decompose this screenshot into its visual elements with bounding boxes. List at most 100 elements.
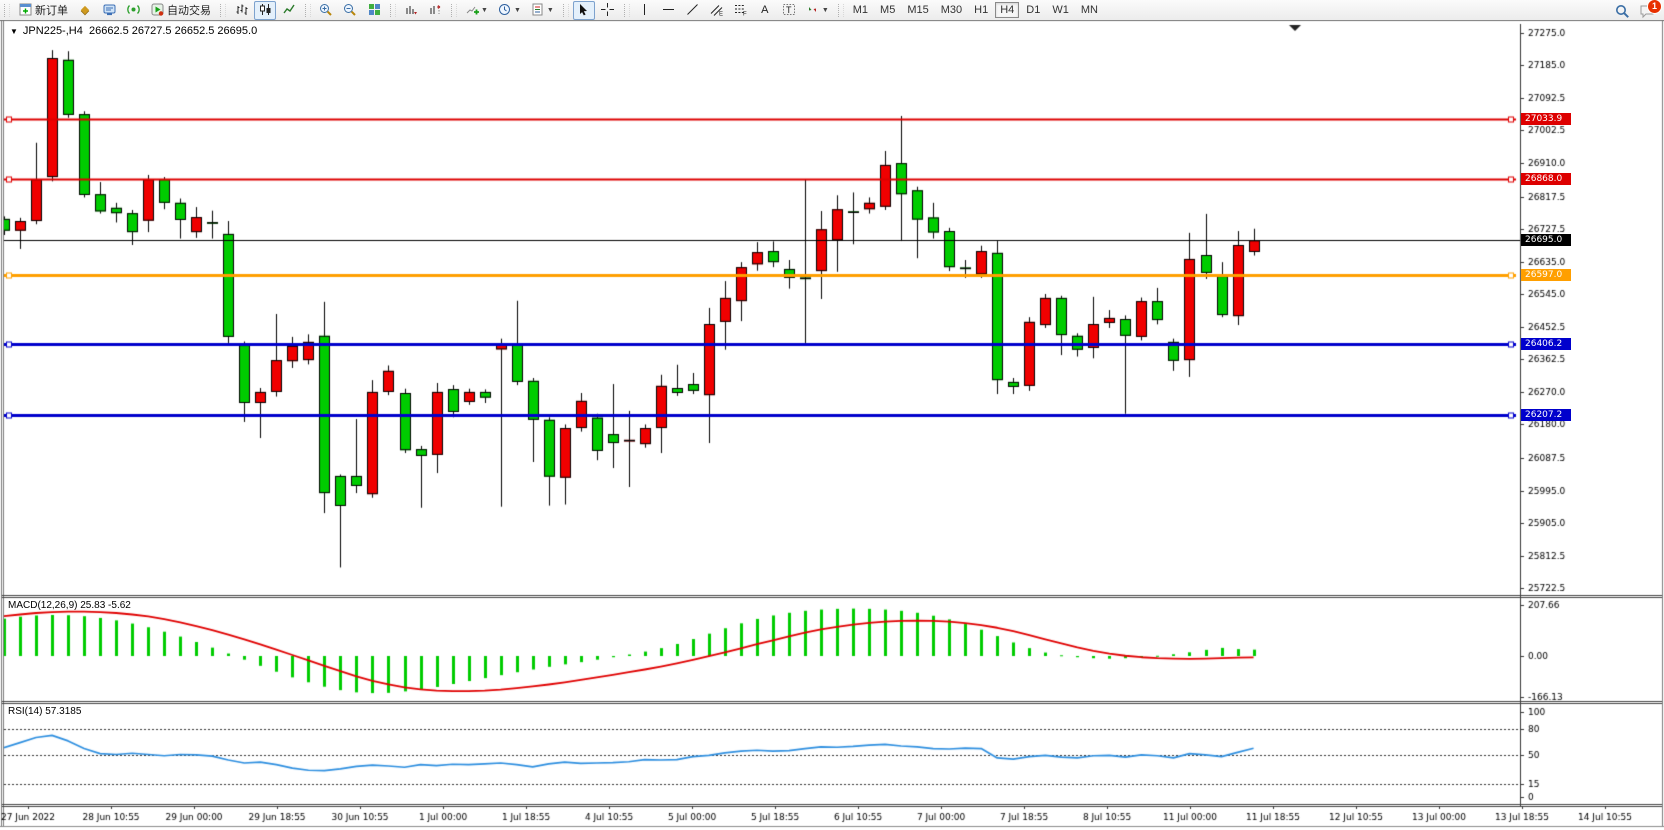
- text-label-button[interactable]: T: [778, 1, 800, 20]
- toolbar-grip[interactable]: [451, 3, 457, 17]
- price-level-tag: 26597.0: [1521, 269, 1571, 282]
- chart-shift-icon: [428, 3, 442, 17]
- price-level-tag: 26868.0: [1521, 172, 1571, 185]
- price-level-tag: 26695.0: [1521, 234, 1571, 247]
- chart-symbol-period: JPN225-,H4: [22, 25, 83, 37]
- timeframe-button-M1[interactable]: M1: [852, 4, 869, 16]
- periods-caret-icon: ▼: [513, 6, 521, 14]
- vertical-line-button[interactable]: [634, 1, 656, 20]
- fibonacci-button[interactable]: F: [730, 1, 752, 20]
- trendline-button[interactable]: [682, 1, 704, 20]
- zoom-out-button[interactable]: [339, 1, 361, 20]
- macd-indicator-label: MACD(12,26,9) 25.83 -5.62: [8, 600, 131, 611]
- svg-text:T: T: [786, 5, 792, 15]
- chart-window: ▼ JPN225-,H4 26662.5 26727.5 26652.5 2669…: [0, 20, 1664, 830]
- hosting-icon: [102, 3, 116, 17]
- timeframe-button-M5[interactable]: M5: [880, 4, 896, 16]
- autotrading-label: 自动交易: [167, 5, 211, 17]
- templates-button[interactable]: ▼: [527, 1, 558, 20]
- cursor-button[interactable]: [572, 0, 595, 20]
- chart-title: ▼ JPN225-,H4 26662.5 26727.5 26652.5 2669…: [10, 25, 257, 37]
- toolbar-grip[interactable]: [837, 3, 844, 17]
- vertical-line-icon: [638, 3, 652, 17]
- arrows-button[interactable]: ▼: [802, 1, 833, 20]
- cursor-icon: [577, 3, 591, 17]
- signals-icon: [126, 3, 140, 17]
- auto-scroll-button[interactable]: [400, 1, 422, 20]
- toolbar-grip[interactable]: [562, 3, 569, 17]
- new-order-icon: [18, 3, 32, 17]
- price-level-tag: 26406.2: [1521, 337, 1571, 350]
- equidistant-channel-button[interactable]: E: [706, 1, 728, 20]
- crosshair-button[interactable]: [597, 1, 619, 20]
- arrows-caret-icon: ▼: [821, 6, 829, 14]
- chart-canvas[interactable]: [0, 20, 1664, 830]
- crosshair-icon: [601, 3, 615, 17]
- chart-shift-button[interactable]: [424, 1, 446, 20]
- virtual-hosting-button[interactable]: [98, 1, 120, 20]
- indicators-button[interactable]: ▼: [461, 1, 492, 20]
- new-order-label: 新订单: [35, 5, 68, 17]
- toolbar-grip[interactable]: [220, 3, 226, 17]
- autotrading-icon: [150, 3, 164, 17]
- auto-scroll-icon: [404, 3, 418, 17]
- market-button[interactable]: ◆: [74, 1, 96, 20]
- chart-ohlc-values: 26662.5 26727.5 26652.5 26695.0: [88, 25, 258, 37]
- timeframe-button-M15[interactable]: M15: [907, 4, 929, 16]
- toolbar-grip[interactable]: [623, 3, 630, 17]
- toolbar: 新订单 ◆ 自动交易: [0, 0, 1664, 21]
- text-button[interactable]: A: [754, 1, 776, 20]
- notification-badge: 1: [1647, 0, 1662, 14]
- indicators-icon: [465, 3, 479, 17]
- arrows-icon: [806, 3, 820, 17]
- toolbar-grip[interactable]: [305, 3, 311, 17]
- zoom-in-icon: [319, 3, 333, 17]
- line-chart-icon: [282, 3, 296, 17]
- svg-text:E: E: [719, 12, 723, 17]
- bar-chart-icon: [234, 3, 248, 17]
- templates-caret-icon: ▼: [546, 6, 554, 14]
- toolbar-grip[interactable]: [4, 3, 10, 17]
- one-click-trading-toggle-icon[interactable]: ▼: [10, 27, 18, 36]
- timeframe-button-H4[interactable]: H4: [995, 2, 1020, 18]
- toolbar-right-icons: 1: [1610, 0, 1662, 20]
- horizontal-line-button[interactable]: [658, 1, 680, 20]
- timeframe-button-W1[interactable]: W1: [1052, 4, 1069, 16]
- rsi-indicator-label: RSI(14) 57.3185: [8, 706, 82, 717]
- zoom-in-button[interactable]: [315, 1, 337, 20]
- channel-icon: E: [710, 3, 724, 18]
- search-button[interactable]: [1611, 1, 1633, 20]
- new-order-button[interactable]: 新订单: [14, 1, 72, 20]
- notifications-button[interactable]: 1: [1635, 0, 1662, 20]
- svg-text:F: F: [743, 12, 747, 17]
- signals-button[interactable]: [122, 1, 144, 20]
- timeframe-button-M30[interactable]: M30: [940, 4, 963, 16]
- fibonacci-icon: F: [734, 3, 748, 18]
- tile-windows-icon: [367, 3, 381, 17]
- autotrading-button[interactable]: 自动交易: [146, 1, 215, 20]
- bar-chart-button[interactable]: [230, 1, 252, 20]
- candlestick-chart-icon: [258, 3, 272, 17]
- clock-icon: [498, 3, 512, 17]
- line-chart-button[interactable]: [278, 1, 300, 20]
- price-level-tag: 27033.9: [1521, 113, 1571, 126]
- horizontal-line-icon: [662, 3, 676, 17]
- periods-button[interactable]: ▼: [494, 1, 525, 20]
- candlestick-chart-button[interactable]: [254, 0, 276, 20]
- timeframe-button-D1[interactable]: D1: [1026, 4, 1041, 16]
- seal-icon: ◆: [80, 4, 90, 16]
- zoom-out-icon: [343, 3, 357, 17]
- search-icon: [1615, 4, 1629, 18]
- text-label-icon: T: [782, 3, 796, 17]
- price-level-tag: 26207.2: [1521, 408, 1571, 421]
- trendline-icon: [686, 3, 700, 17]
- timeframe-button-H1[interactable]: H1: [974, 4, 989, 16]
- timeframe-button-MN[interactable]: MN: [1080, 4, 1098, 16]
- indicators-caret-icon: ▼: [481, 6, 488, 14]
- toolbar-grip[interactable]: [390, 3, 396, 17]
- tile-windows-button[interactable]: [363, 1, 385, 20]
- timeframe-group: M1 M5 M15 M30 H1 H4 D1 W1 MN: [847, 2, 1104, 18]
- text-icon: A: [761, 4, 769, 16]
- templates-icon: [531, 3, 545, 17]
